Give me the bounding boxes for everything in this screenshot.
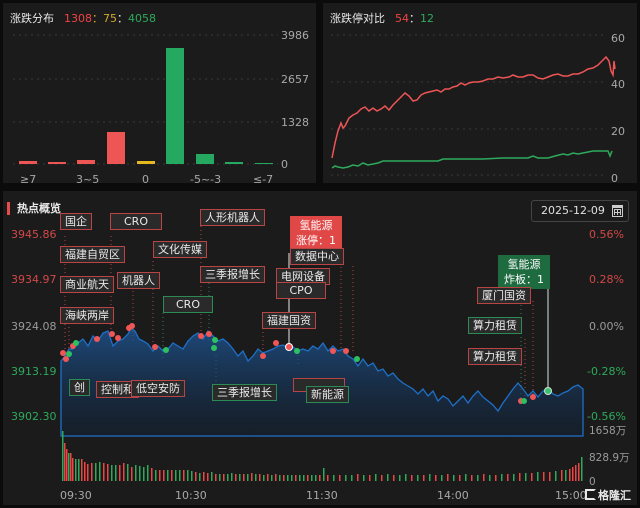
- volume-tick: 828.9万: [589, 452, 630, 464]
- concept-tag[interactable]: CPO: [276, 282, 326, 299]
- hot-concepts-title: 热点概览: [7, 202, 61, 215]
- volume-bars: [62, 431, 583, 481]
- x-label: 0: [142, 173, 149, 183]
- time-label: 10:30: [175, 489, 207, 502]
- hot-concepts-panel: 热点概览 2025-12-09 3945.86 3934.97 3924.08 …: [3, 191, 637, 505]
- distribution-title: 涨跌分布 1308：75：4058: [10, 10, 156, 26]
- time-label: 14:00: [437, 489, 469, 502]
- concept-tag[interactable]: 三季报增长: [200, 266, 265, 283]
- concept-tag[interactable]: 福建自贸区: [60, 246, 125, 263]
- x-label: -5~-3: [190, 173, 221, 183]
- highlight-name: 氢能源: [299, 219, 333, 232]
- pct-tick: 0.00%: [589, 320, 624, 333]
- bar[interactable]: [137, 161, 155, 164]
- date-picker[interactable]: 2025-12-09: [531, 200, 629, 222]
- bar[interactable]: [196, 154, 214, 164]
- concept-tag[interactable]: 福建国资: [262, 312, 316, 329]
- concept-tag[interactable]: 文化传媒: [153, 241, 207, 258]
- distribution-chart: 3986 2657 1328 0 ≥7 3~5 0 -5~-3 ≤-7: [13, 29, 309, 183]
- pct-tick: -0.56%: [587, 410, 626, 423]
- price-tick: 3913.19: [11, 365, 57, 378]
- time-label: 11:30: [306, 489, 338, 502]
- distribution-title-text: 涨跌分布: [10, 12, 54, 25]
- bar[interactable]: [255, 163, 273, 164]
- concept-tag[interactable]: 海峡两岸: [60, 307, 114, 324]
- concept-tag[interactable]: 算力租赁: [468, 348, 522, 365]
- limit-up-count: 54: [395, 12, 409, 25]
- bar[interactable]: [225, 162, 243, 164]
- concept-tag[interactable]: 控制和: [96, 381, 139, 398]
- y-tick: 2657: [281, 73, 309, 86]
- bar[interactable]: [107, 132, 125, 164]
- calendar-icon[interactable]: [612, 205, 623, 217]
- price-tick: 3924.08: [11, 320, 57, 333]
- bar[interactable]: [48, 162, 66, 164]
- brand-logo: 格隆汇: [585, 487, 631, 503]
- x-label: ≤-7: [253, 173, 273, 183]
- concept-tag[interactable]: CRO: [110, 213, 162, 230]
- concept-tag[interactable]: 机器人: [117, 272, 160, 289]
- y-tick: 1328: [281, 116, 309, 129]
- pct-tick: 0.56%: [589, 228, 624, 241]
- concept-tag[interactable]: 创: [69, 379, 90, 396]
- sep: ：: [117, 12, 128, 25]
- concept-tag[interactable]: 商业航天: [60, 276, 114, 293]
- brand-name: 格隆汇: [598, 489, 631, 502]
- limit-compare-title: 涨跌停对比 54：12: [330, 10, 434, 26]
- concept-tag[interactable]: 算力租赁: [468, 317, 522, 334]
- volume-tick: 1658万: [589, 425, 627, 437]
- x-label: 3~5: [76, 173, 99, 183]
- bar[interactable]: [166, 48, 184, 164]
- highlight-label: 炸板：1: [504, 273, 544, 286]
- time-label: 09:30: [60, 489, 92, 502]
- limit-down-count: 12: [420, 12, 434, 25]
- brand-icon: [585, 489, 596, 500]
- highlight-name: 氢能源: [507, 258, 541, 271]
- limit-compare-title-text: 涨跌停对比: [330, 12, 385, 25]
- flat-count: 75: [103, 12, 117, 25]
- pct-tick: 0.28%: [589, 273, 624, 286]
- limit-break-highlight[interactable]: 氢能源 炸板：1: [498, 255, 550, 289]
- down-count: 4058: [128, 12, 156, 25]
- y-tick: 20: [611, 125, 625, 138]
- price-tick: 3902.30: [11, 410, 57, 423]
- volume-tick: 0: [589, 476, 596, 488]
- concept-tag[interactable]: 三季报增长: [212, 384, 277, 401]
- y-tick: 0: [281, 158, 288, 171]
- limit-compare-chart: 60 40 20 0: [331, 32, 625, 183]
- date-value: 2025-12-09: [541, 204, 605, 217]
- bar[interactable]: [19, 161, 37, 164]
- price-tick: 3945.86: [11, 228, 57, 241]
- time-label: 15:00: [555, 489, 587, 502]
- concept-tag[interactable]: 低空安防: [131, 380, 185, 397]
- concept-tag[interactable]: 人形机器人: [200, 209, 265, 226]
- highlight-label: 涨停：1: [296, 234, 336, 247]
- y-tick: 40: [611, 78, 625, 91]
- event-markers: [60, 323, 552, 404]
- limit-up-highlight[interactable]: 氢能源 涨停：1: [290, 216, 342, 250]
- y-tick: 60: [611, 32, 625, 45]
- x-label: ≥7: [20, 173, 36, 183]
- pct-tick: -0.28%: [587, 365, 626, 378]
- y-tick: 0: [611, 172, 618, 183]
- distribution-panel: 涨跌分布 1308：75：4058 3986 2657 1328 0 ≥7 3~5…: [3, 3, 316, 183]
- concept-tag[interactable]: 国企: [60, 213, 92, 230]
- limit-compare-panel: 涨跌停对比 54：12 60 40 20 0: [323, 3, 637, 183]
- bar[interactable]: [77, 160, 95, 164]
- limit-up-line: [331, 55, 616, 159]
- sep: ：: [409, 12, 420, 25]
- price-tick: 3934.97: [11, 273, 57, 286]
- concept-tag[interactable]: CRO: [163, 296, 213, 313]
- concept-tag[interactable]: 新能源: [306, 386, 349, 403]
- up-count: 1308: [64, 12, 92, 25]
- y-tick: 3986: [281, 29, 309, 42]
- sep: ：: [92, 12, 103, 25]
- concept-tag[interactable]: 数据中心: [290, 248, 344, 265]
- concept-tag[interactable]: 厦门国资: [477, 287, 531, 304]
- limit-down-line: [331, 150, 613, 169]
